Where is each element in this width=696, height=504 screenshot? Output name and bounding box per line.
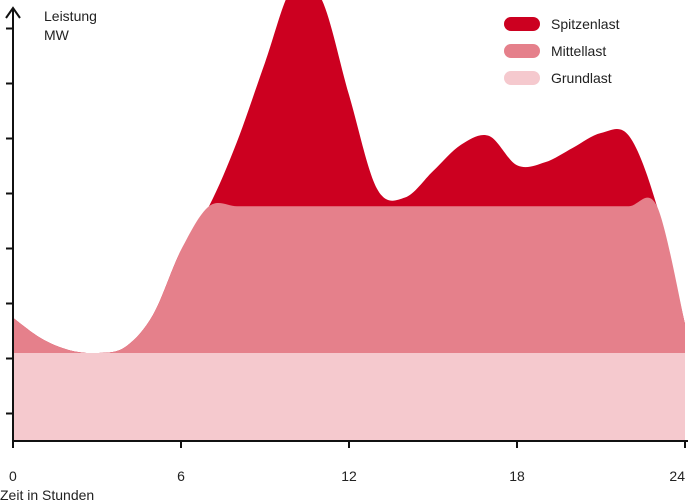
x-tick-label: 18 (509, 468, 525, 484)
x-tick-label: 24 (669, 468, 685, 484)
legend-label-mittellast: Mittellast (551, 43, 606, 59)
x-tick-label: 0 (9, 468, 17, 484)
x-axis-label: Zeit in Stunden (0, 487, 94, 503)
x-tick-label: 6 (177, 468, 185, 484)
legend-swatch-spitzenlast (504, 17, 540, 31)
y-axis-label: Leistung (44, 8, 97, 24)
legend-label-grundlast: Grundlast (551, 70, 612, 86)
area-layers (13, 0, 685, 441)
legend-label-spitzenlast: Spitzenlast (551, 16, 620, 32)
x-ticks: 0 6 12 18 24 (9, 441, 686, 484)
axes: 0 6 12 18 24 (5, 6, 688, 484)
legend-swatch-mittellast (504, 44, 540, 58)
legend: Spitzenlast Mittellast Grundlast (504, 16, 620, 86)
area-grundlast (13, 353, 685, 441)
y-axis-arrow-icon (5, 6, 21, 19)
y-axis-unit: MW (44, 27, 70, 43)
legend-swatch-grundlast (504, 71, 540, 85)
x-tick-label: 12 (341, 468, 357, 484)
y-ticks (6, 27, 13, 415)
